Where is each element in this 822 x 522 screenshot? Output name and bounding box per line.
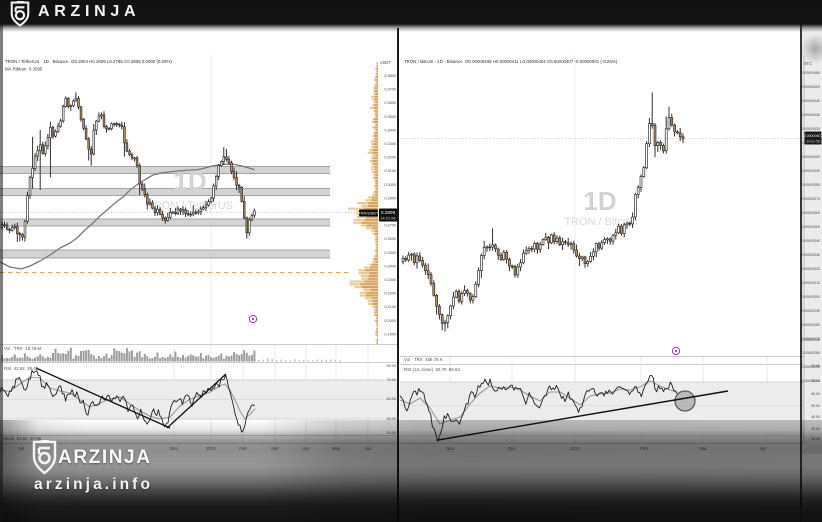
svg-text:MA Ribbon 0.3095: MA Ribbon 0.3095	[5, 67, 43, 72]
svg-text:0.00000407: 0.00000407	[804, 134, 822, 138]
svg-text:0.00000350: 0.00000350	[802, 225, 821, 229]
svg-text:0.00000340: 0.00000340	[802, 239, 821, 243]
svg-text:0.00000380: 0.00000380	[802, 183, 821, 187]
svg-text:0.3400: 0.3400	[384, 128, 396, 132]
svg-text:0.3200: 0.3200	[384, 156, 396, 160]
svg-text:0.2600: 0.2600	[384, 237, 396, 241]
svg-text:0.00000250: 0.00000250	[802, 365, 821, 369]
svg-text:0.2809: 0.2809	[381, 210, 395, 215]
svg-text:0.3600: 0.3600	[384, 101, 396, 105]
svg-text:50.00: 50.00	[386, 397, 396, 401]
svg-text:0.00000430: 0.00000430	[802, 113, 821, 117]
svg-text:0.00000260: 0.00000260	[802, 351, 821, 355]
svg-text:0.00000420: 0.00000420	[802, 127, 821, 131]
svg-text:0.00000400: 0.00000400	[802, 155, 821, 159]
svg-text:0.00000370: 0.00000370	[802, 197, 821, 201]
svg-text:60.00: 60.00	[811, 392, 820, 396]
svg-text:0.2000: 0.2000	[384, 319, 396, 323]
svg-text:0.3700: 0.3700	[384, 88, 396, 92]
svg-text:30.00: 30.00	[386, 417, 396, 421]
svg-text:70.00: 70.00	[811, 379, 820, 383]
svg-text:TRON / Bitcoin: TRON / Bitcoin	[564, 216, 637, 228]
svg-text:40.00: 40.00	[811, 415, 820, 419]
svg-text:TRON / TetherUS · 1D · Binance: TRON / TetherUS · 1D · Binance O0.2804 H…	[5, 59, 172, 64]
svg-text:Vol · TRX 18.78 M: Vol · TRX 18.78 M	[4, 346, 41, 351]
svg-text:1D: 1D	[583, 186, 616, 216]
svg-text:0.2400: 0.2400	[384, 264, 396, 268]
svg-text:0.00000450: 0.00000450	[802, 85, 821, 89]
svg-text:0.2700: 0.2700	[384, 224, 396, 228]
svg-text:0.00000290: 0.00000290	[802, 309, 821, 313]
svg-text:Vol · TRX 459.78 K: Vol · TRX 459.78 K	[404, 357, 443, 362]
svg-text:0.2500: 0.2500	[384, 251, 396, 255]
svg-text:0.3000: 0.3000	[384, 183, 396, 187]
svg-text:0.1900: 0.1900	[384, 332, 396, 336]
svg-text:0.3800: 0.3800	[384, 74, 396, 78]
svg-text:0.2300: 0.2300	[384, 278, 396, 282]
svg-text:50.00: 50.00	[811, 404, 820, 408]
svg-text:0.00000330: 0.00000330	[802, 253, 821, 257]
svg-text:0.00000320: 0.00000320	[802, 267, 821, 271]
svg-text:0.00000440: 0.00000440	[802, 99, 821, 103]
svg-text:USDT: USDT	[380, 60, 392, 65]
svg-text:TRX/USDT: TRX/USDT	[359, 211, 380, 216]
svg-text:0.3300: 0.3300	[384, 142, 396, 146]
svg-text:90.00: 90.00	[386, 364, 396, 368]
svg-text:0.00000250: 0.00000250	[802, 338, 821, 342]
svg-text:0.00000240: 0.00000240	[802, 379, 821, 383]
svg-text:0.00000300: 0.00000300	[802, 295, 821, 299]
svg-text:90.00: 90.00	[811, 364, 820, 368]
svg-text:0.2100: 0.2100	[384, 305, 396, 309]
svg-text:0.2200: 0.2200	[384, 292, 396, 296]
svg-text:0.00000280: 0.00000280	[802, 323, 821, 327]
svg-text:RSI (14, close) 60.70 65.64: RSI (14, close) 60.70 65.64	[404, 367, 460, 372]
svg-text:14-21-58: 14-21-58	[380, 217, 395, 221]
svg-text:0.2900: 0.2900	[384, 196, 396, 200]
svg-text:14-21-58: 14-21-58	[806, 140, 820, 144]
svg-text:0.00000460: 0.00000460	[802, 71, 821, 75]
svg-text:0.3100: 0.3100	[384, 169, 396, 173]
svg-text:0.00000360: 0.00000360	[802, 211, 821, 215]
svg-text:TRON / Bitcoin · 1D · Binance: TRON / Bitcoin · 1D · Binance O0.0000040…	[404, 59, 618, 64]
svg-text:0.00000310: 0.00000310	[802, 281, 821, 285]
svg-text:RSI 42.92 39.46: RSI 42.92 39.46	[4, 366, 39, 371]
svg-text:0.00000390: 0.00000390	[802, 169, 821, 173]
svg-text:0.00000270: 0.00000270	[802, 337, 821, 341]
svg-text:0.3500: 0.3500	[384, 115, 396, 119]
svg-text:BTC: BTC	[804, 61, 812, 66]
svg-text:70.00: 70.00	[386, 378, 396, 382]
